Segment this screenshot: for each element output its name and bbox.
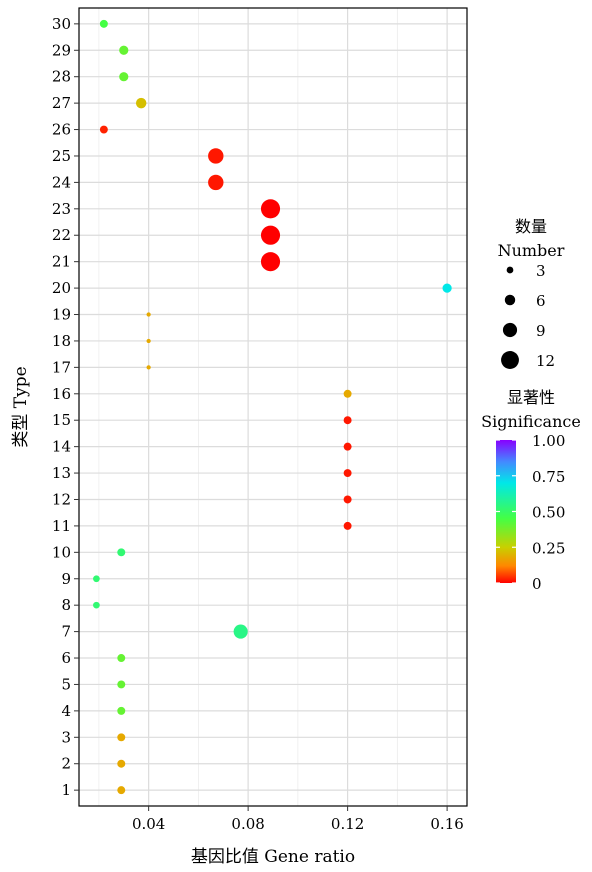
- colorbar: [496, 440, 516, 583]
- data-point: [343, 389, 352, 398]
- plot-border: [78, 7, 468, 807]
- colorbar-tick-label: 0.75: [532, 468, 565, 486]
- colorbar-tick-label: 0: [532, 575, 542, 593]
- data-point: [119, 45, 129, 55]
- x-tick-label: 0.08: [231, 815, 264, 833]
- data-point: [343, 495, 352, 504]
- data-point: [146, 312, 151, 317]
- data-point: [146, 365, 151, 370]
- y-tick-label: 13: [52, 464, 71, 482]
- y-tick-label: 16: [52, 385, 71, 403]
- data-point: [117, 706, 126, 715]
- size-legend-dot: [502, 322, 518, 338]
- data-point: [93, 575, 100, 583]
- size-legend-dot: [501, 351, 519, 369]
- y-tick-label: 21: [52, 253, 71, 271]
- size-legend-label: 9: [536, 322, 546, 340]
- y-tick-label: 24: [52, 173, 71, 191]
- data-point: [260, 252, 281, 272]
- y-tick-label: 14: [52, 438, 71, 456]
- y-axis-title: 类型 Type: [11, 366, 31, 447]
- y-tick-label: 25: [52, 147, 71, 165]
- y-tick-label: 4: [61, 702, 71, 720]
- y-tick-label: 18: [52, 332, 71, 350]
- x-tick-label: 0.16: [430, 815, 463, 833]
- y-tick-label: 12: [52, 490, 71, 508]
- colorbar-tick-label: 1.00: [532, 432, 565, 450]
- size-legend-label: 6: [536, 292, 546, 310]
- data-point: [117, 548, 126, 557]
- colorbar-tick-label: 0.50: [532, 504, 565, 522]
- color-legend-title-cn: 显著性: [507, 388, 555, 407]
- color-legend-title-en: Significance: [481, 412, 581, 431]
- colorbar-tick-label: 0.25: [532, 539, 565, 557]
- size-legend-title-en: Number: [498, 241, 565, 260]
- size-legend-dot: [506, 266, 514, 274]
- y-tick-label: 19: [52, 306, 71, 324]
- y-tick-label: 23: [52, 200, 71, 218]
- y-tick-label: 7: [61, 623, 71, 641]
- y-tick-label: 15: [52, 411, 71, 429]
- y-tick-label: 30: [52, 15, 71, 33]
- y-tick-label: 22: [52, 226, 71, 244]
- y-tick-label: 1: [61, 781, 71, 799]
- data-point: [343, 442, 352, 451]
- y-tick-label: 10: [52, 543, 71, 561]
- y-tick-label: 6: [61, 649, 71, 667]
- size-legend-label: 3: [536, 262, 546, 280]
- data-point: [260, 225, 281, 245]
- grid-lines: [79, 8, 467, 806]
- y-tick-label: 20: [52, 279, 71, 297]
- x-tick-label: 0.04: [132, 815, 165, 833]
- data-point: [99, 19, 108, 28]
- size-legend-title-cn: 数量: [515, 217, 547, 236]
- y-tick-label: 3: [61, 728, 71, 746]
- data-point: [208, 148, 224, 164]
- data-point: [343, 416, 352, 425]
- y-tick-label: 11: [52, 517, 71, 535]
- data-point: [233, 624, 248, 639]
- data-point: [117, 786, 126, 795]
- size-legend: 数量 Number 3 6 9 12: [498, 217, 565, 370]
- data-point: [208, 174, 224, 191]
- y-tick-label: 17: [52, 358, 71, 376]
- data-point: [117, 680, 126, 689]
- size-legend-label: 12: [536, 352, 555, 370]
- data-point: [442, 283, 452, 293]
- y-tick-label: 27: [52, 94, 71, 112]
- size-legend-dot: [504, 294, 516, 306]
- color-legend: 显著性 Significance 0 0.25 0.50 0.75 1.00: [481, 388, 581, 593]
- data-point: [117, 733, 126, 742]
- data-point: [119, 72, 129, 82]
- data-point: [135, 97, 147, 109]
- x-axis-title: 基因比值 Gene ratio: [191, 847, 355, 867]
- data-point: [146, 338, 151, 344]
- data-point: [260, 199, 281, 219]
- data-point: [343, 469, 352, 478]
- y-axis-ticks: 1234567891011121314151617181920212223242…: [52, 15, 79, 799]
- y-tick-label: 29: [52, 41, 71, 59]
- data-point: [117, 654, 126, 663]
- x-tick-label: 0.12: [331, 815, 364, 833]
- y-tick-label: 9: [61, 570, 71, 588]
- y-tick-label: 2: [61, 755, 71, 773]
- x-axis-ticks: 0.04 0.08 0.12 0.16: [132, 806, 464, 833]
- data-point: [117, 759, 126, 768]
- data-point: [343, 521, 352, 530]
- data-point: [99, 125, 108, 134]
- y-tick-label: 8: [61, 596, 71, 614]
- data-point: [93, 601, 100, 609]
- y-tick-label: 26: [52, 121, 71, 139]
- data-points: [93, 19, 452, 795]
- y-tick-label: 28: [52, 68, 71, 86]
- y-tick-label: 5: [61, 675, 71, 693]
